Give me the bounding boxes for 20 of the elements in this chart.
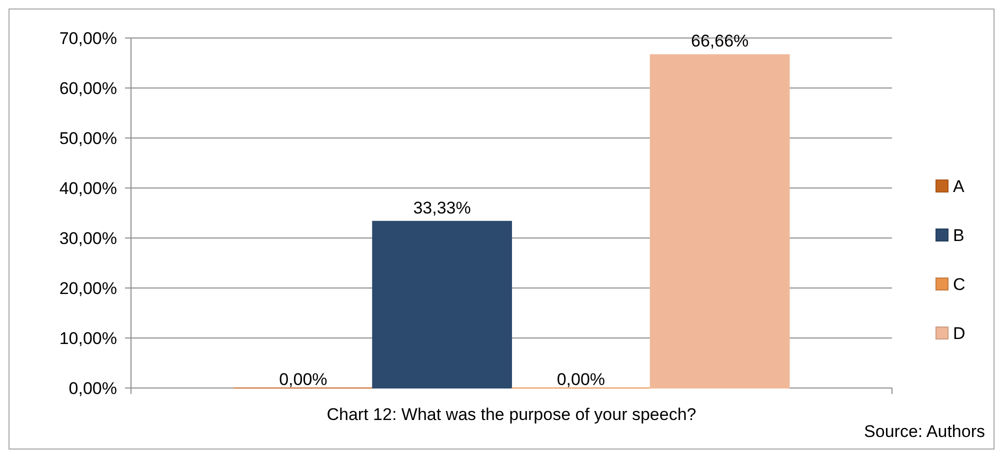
legend-label: C	[953, 274, 966, 294]
y-tick-label: 40,00%	[59, 178, 117, 198]
bar	[650, 54, 790, 388]
data-label: 0,00%	[279, 370, 328, 389]
data-label: 33,33%	[413, 198, 471, 218]
data-label: 66,66%	[690, 32, 749, 51]
y-tick-label: 60,00%	[59, 78, 117, 98]
y-tick-label: 30,00%	[59, 228, 117, 248]
legend-label: D	[953, 324, 966, 343]
y-tick-label: 20,00%	[59, 278, 117, 298]
legend-label: B	[953, 226, 964, 245]
source-note: Source: Authors	[864, 422, 985, 441]
y-tick-label: 50,00%	[59, 128, 117, 148]
x-axis-title: Chart 12: What was the purpose of your speech?	[326, 405, 696, 424]
bar	[372, 220, 512, 388]
y-tick-label: 0,00%	[68, 378, 117, 398]
y-tick-label: 70,00%	[59, 28, 117, 48]
legend-label: A	[953, 176, 965, 196]
y-tick-label: 10,00%	[59, 328, 117, 348]
data-label: 0,00%	[556, 370, 606, 389]
